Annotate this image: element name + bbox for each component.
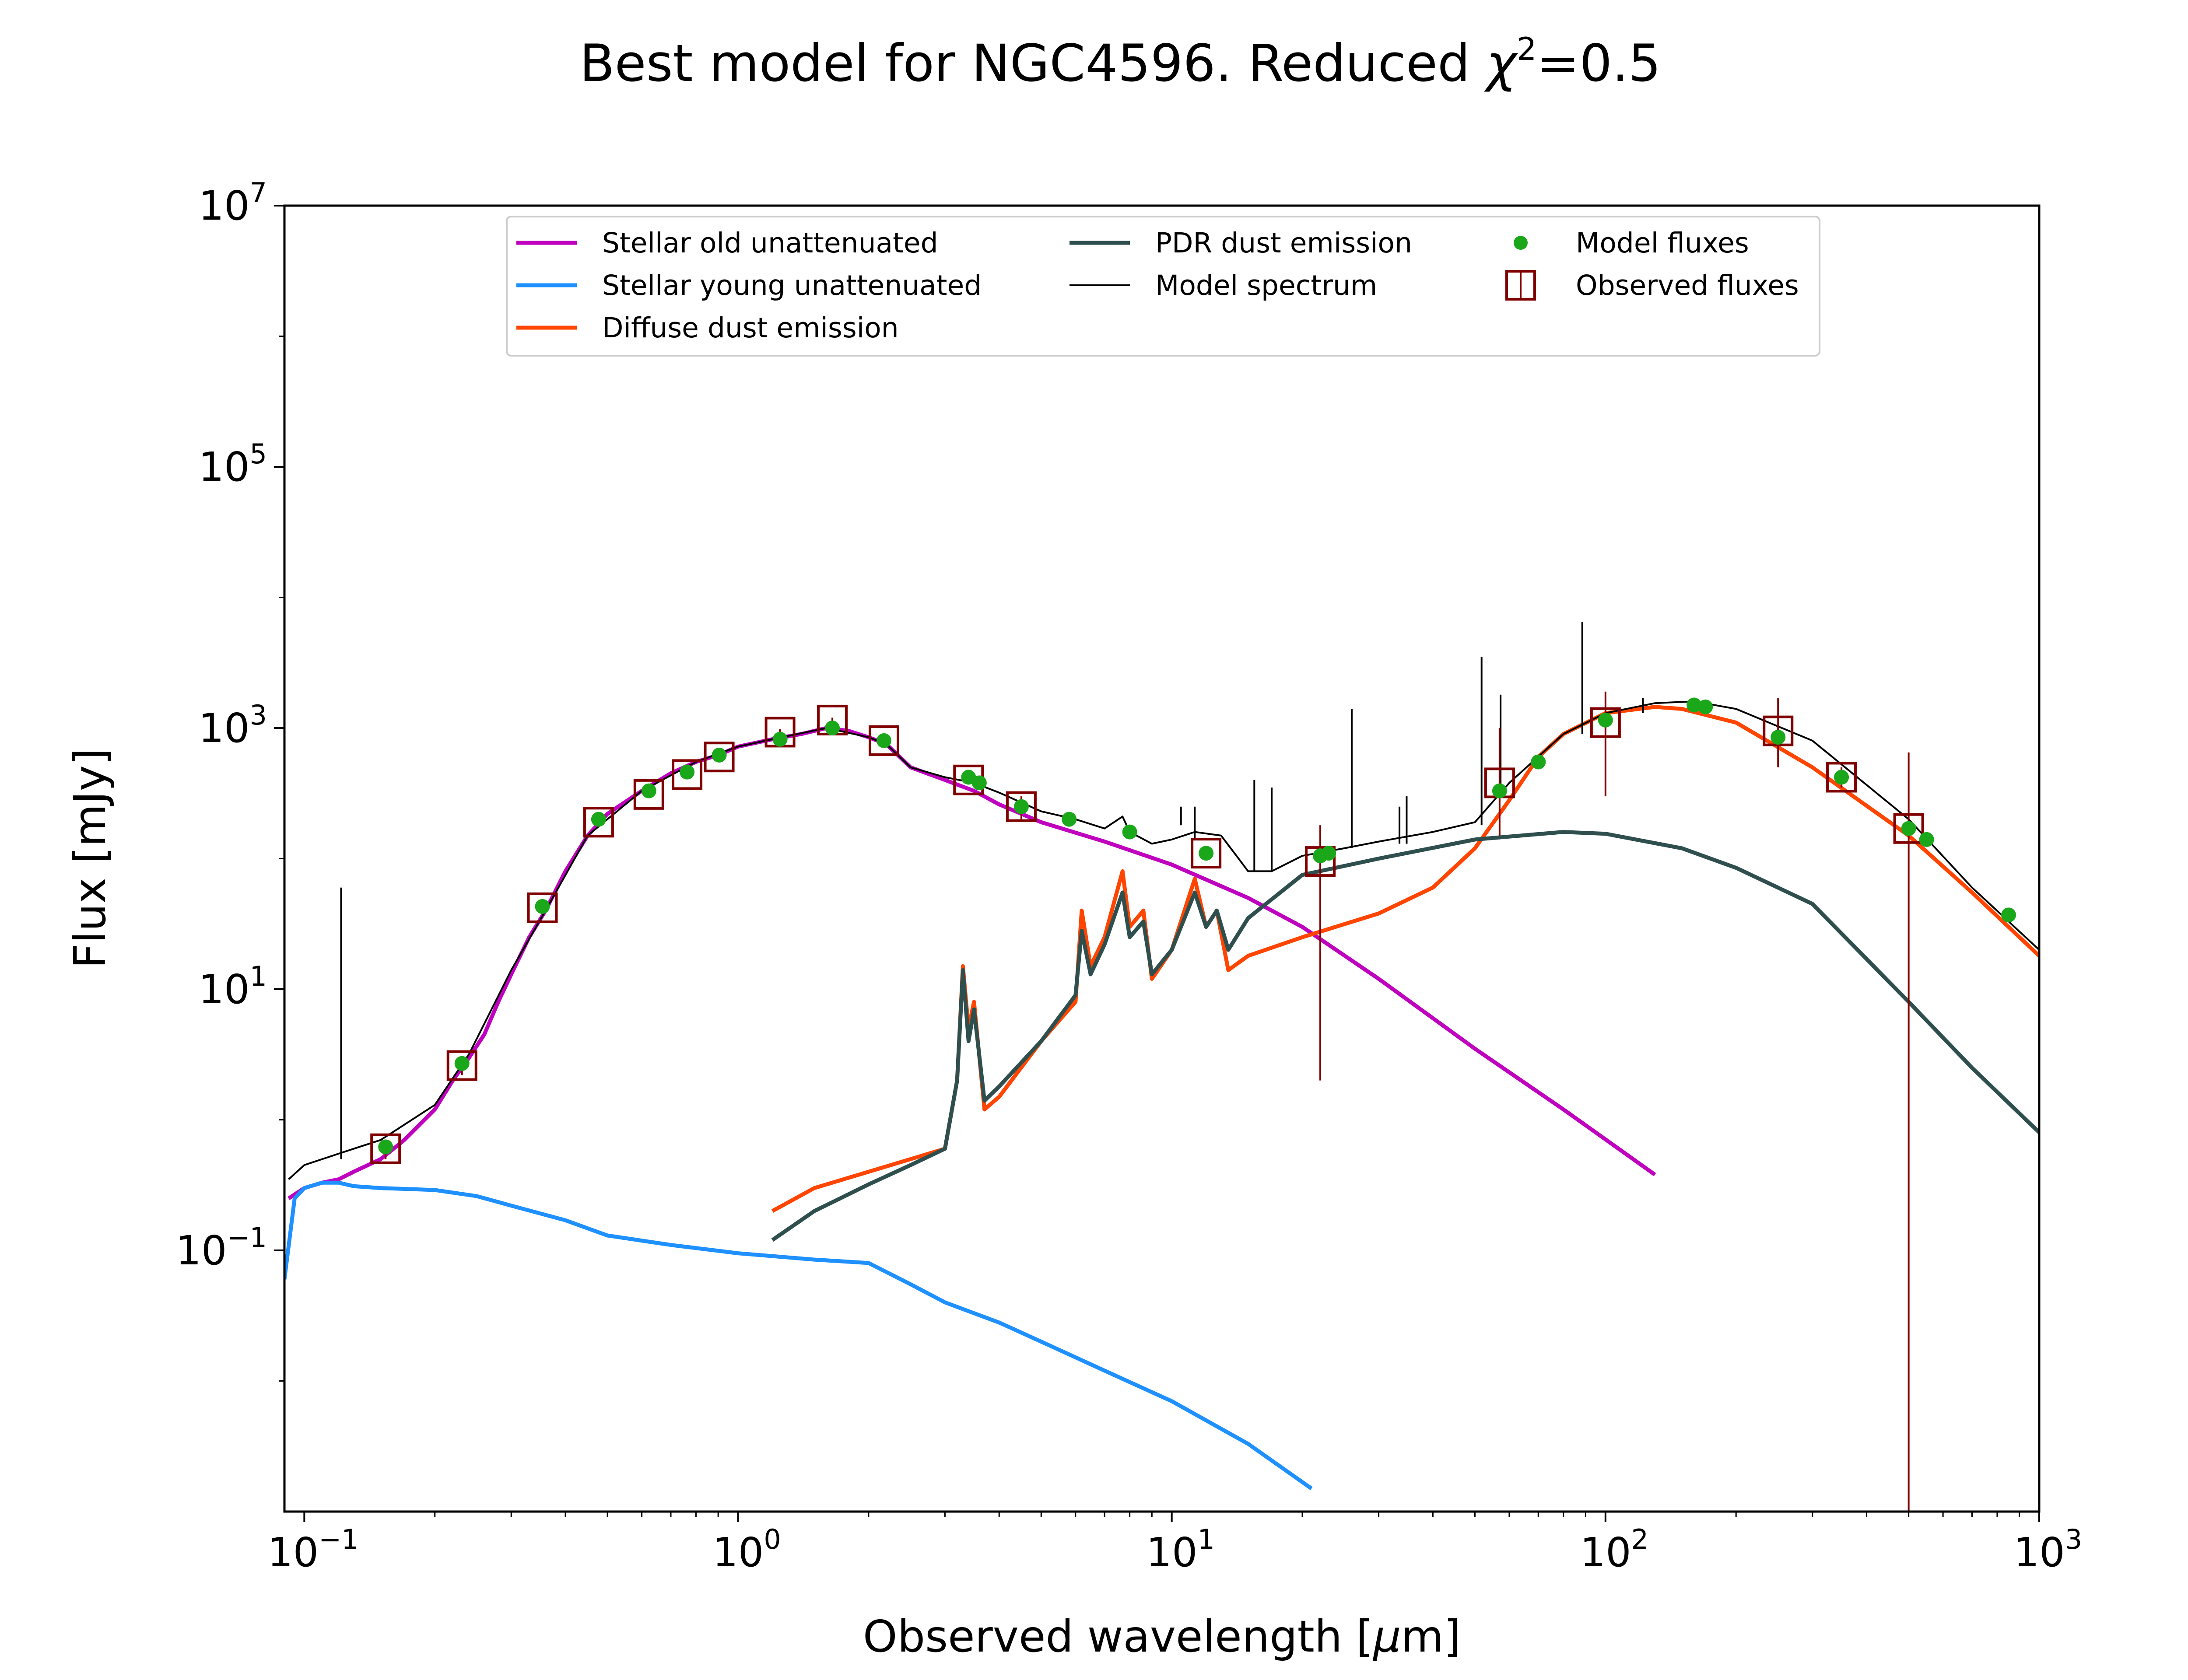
model-flux-point [1062, 812, 1077, 827]
model-flux-point [1122, 824, 1137, 840]
model-flux-point [1834, 770, 1849, 785]
tick-label: 10−1 [176, 1222, 267, 1274]
tick-label: 105 [198, 438, 267, 490]
model-flux-point [378, 1139, 393, 1155]
model-flux-point [2001, 907, 2016, 923]
legend: Stellar old unattenuated Stellar young un… [506, 216, 1820, 357]
tick-label: 101 [1146, 1523, 1215, 1576]
model-flux-point [712, 747, 727, 763]
x-axis: 10−1 100 101 102 103 [267, 1512, 2082, 1576]
tick-label: 107 [198, 177, 267, 229]
observed-flux-marker [1590, 707, 1621, 738]
model-flux-point [641, 783, 656, 798]
legend-label-pdr-dust-emission: PDR dust emission [1155, 227, 1412, 259]
model-flux-point [971, 775, 987, 791]
observed-flux-marker [1305, 846, 1336, 877]
tick-label: 103 [198, 699, 267, 752]
legend-label-observed-fluxes: Observed fluxes [1576, 270, 1799, 301]
observed-flux-marker [1826, 762, 1857, 793]
tick-label: 10−1 [267, 1523, 358, 1576]
model-flux-point [1919, 832, 1934, 847]
tick-label: 103 [2014, 1523, 2083, 1576]
legend-label-model-fluxes: Model fluxes [1576, 227, 1749, 259]
observed-flux-marker [704, 742, 735, 773]
model-flux-point [1531, 754, 1546, 770]
legend-handle-model-fluxes [1514, 236, 1528, 250]
model-flux-point [1687, 697, 1702, 713]
series-line-stellar-young-unattenuated [284, 1180, 1313, 1491]
observed-flux-marker [869, 725, 900, 756]
model-flux-point [1698, 699, 1713, 714]
observed-flux-marker [1763, 715, 1794, 746]
tick-label: 101 [198, 960, 267, 1013]
model-flux-point [1492, 783, 1507, 798]
legend-label-stellar-young-unattenuated: Stellar young unattenuated [602, 270, 982, 301]
model-flux-point [1771, 730, 1786, 745]
chart-title: Best model for NGC4596. Reduced χ2=0.5 [579, 31, 1661, 93]
observed-flux-marker [1191, 838, 1222, 869]
legend-label-diffuse-dust-emission: Diffuse dust emission [602, 312, 899, 344]
observed-flux-marker [583, 807, 614, 838]
model-flux-point [1199, 846, 1214, 861]
y-axis-label: Flux [mJy] [64, 748, 116, 969]
model-flux-point [825, 721, 840, 735]
tick-label: 100 [712, 1523, 781, 1576]
model-flux-point [877, 733, 892, 748]
model-flux-point [1901, 821, 1916, 836]
observed-flux-marker [1893, 813, 1924, 844]
model-flux-point [454, 1056, 470, 1071]
observed-flux-marker [672, 759, 703, 790]
y-axis: 10−1 101 103 105 107 [176, 177, 284, 1382]
model-flux-point [591, 812, 606, 827]
legend-label-stellar-old-unattenuated: Stellar old unattenuated [602, 227, 938, 259]
observed-flux-marker [1006, 791, 1037, 822]
model-flux-point [535, 899, 550, 914]
observed-flux-marker [446, 1050, 477, 1081]
series-line-pdr-dust-emission [771, 830, 2039, 1242]
model-flux-point [1598, 712, 1613, 728]
model-flux-point [772, 732, 788, 747]
model-flux-point [1013, 799, 1029, 814]
observed-flux-marker [633, 779, 664, 810]
tick-label: 102 [1580, 1523, 1649, 1576]
model-flux-point [1321, 846, 1336, 861]
legend-box [506, 216, 1820, 357]
legend-label-model-spectrum: Model spectrum [1155, 270, 1377, 301]
observed-flux-marker [370, 1133, 401, 1164]
observed-flux-marker [527, 892, 558, 923]
series-line-model-spectrum [288, 700, 2039, 1180]
model-flux-point [680, 764, 695, 780]
x-axis-label: Observed wavelength [μm] [863, 1611, 1461, 1662]
